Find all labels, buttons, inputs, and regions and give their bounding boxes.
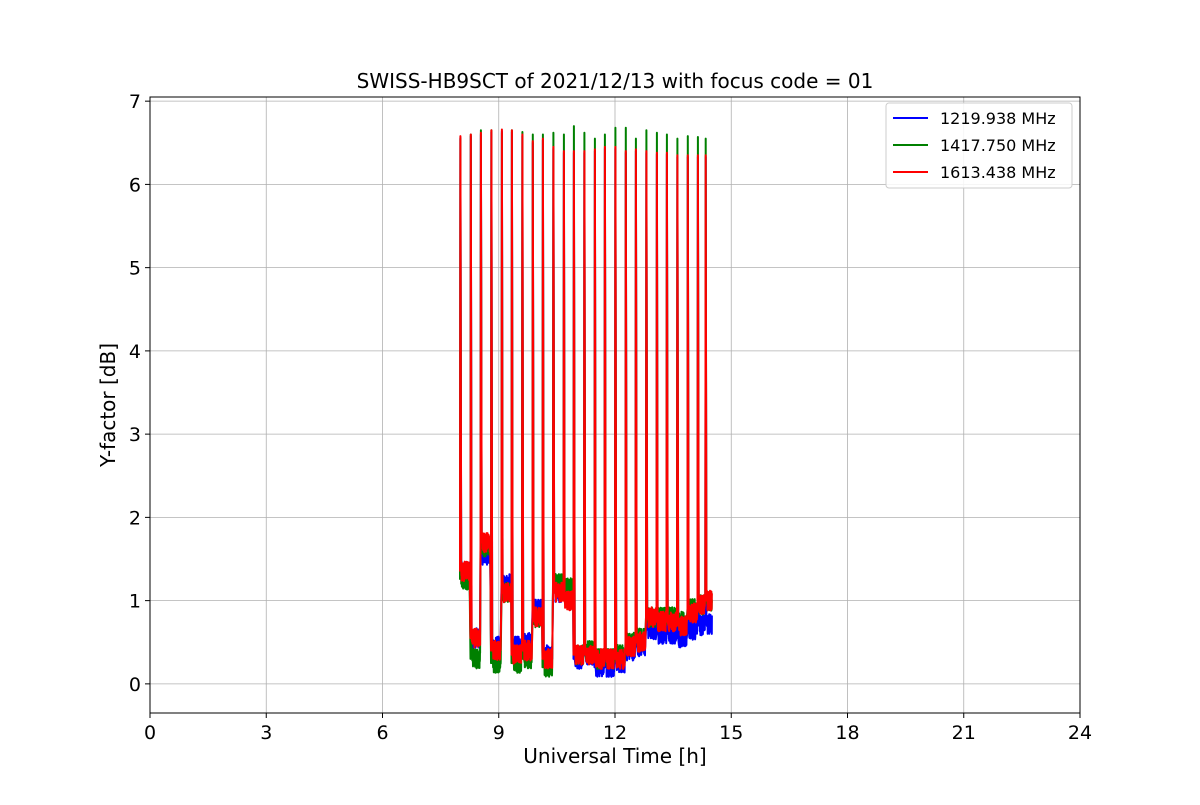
x-tick-label: 0 <box>144 722 156 744</box>
legend: 1219.938 MHz 1417.750 MHz 1613.438 MHz <box>885 102 1073 189</box>
y-tick-label: 3 <box>129 424 141 446</box>
x-tick-label: 12 <box>603 722 627 744</box>
legend-label-1: 1417.750 MHz <box>940 136 1056 155</box>
y-tick-label: 2 <box>129 507 141 529</box>
y-tick-label: 1 <box>129 591 141 613</box>
x-tick-label: 9 <box>493 722 505 744</box>
y-tick-label: 7 <box>129 91 141 113</box>
y-tick-label: 4 <box>129 341 141 363</box>
x-tick-label: 24 <box>1068 722 1092 744</box>
series-line-3 <box>459 128 713 670</box>
x-tick-label: 18 <box>835 722 859 744</box>
x-tick-label: 21 <box>952 722 976 744</box>
legend-box <box>885 102 1073 189</box>
y-tick-label: 0 <box>129 674 141 696</box>
x-tick-label: 15 <box>719 722 743 744</box>
legend-label-2: 1613.438 MHz <box>940 163 1056 182</box>
plot-area <box>459 125 713 678</box>
chart-title: SWISS-HB9SCT of 2021/12/13 with focus co… <box>357 69 874 93</box>
y-tick-label: 6 <box>129 174 141 196</box>
y-axis-label: Y-factor [dB] <box>96 343 120 468</box>
x-tick-label: 3 <box>260 722 272 744</box>
x-tick-label: 6 <box>376 722 388 744</box>
y-tick-label: 5 <box>129 258 141 280</box>
x-axis-label: Universal Time [h] <box>523 744 706 768</box>
legend-label-0: 1219.938 MHz <box>940 109 1056 128</box>
